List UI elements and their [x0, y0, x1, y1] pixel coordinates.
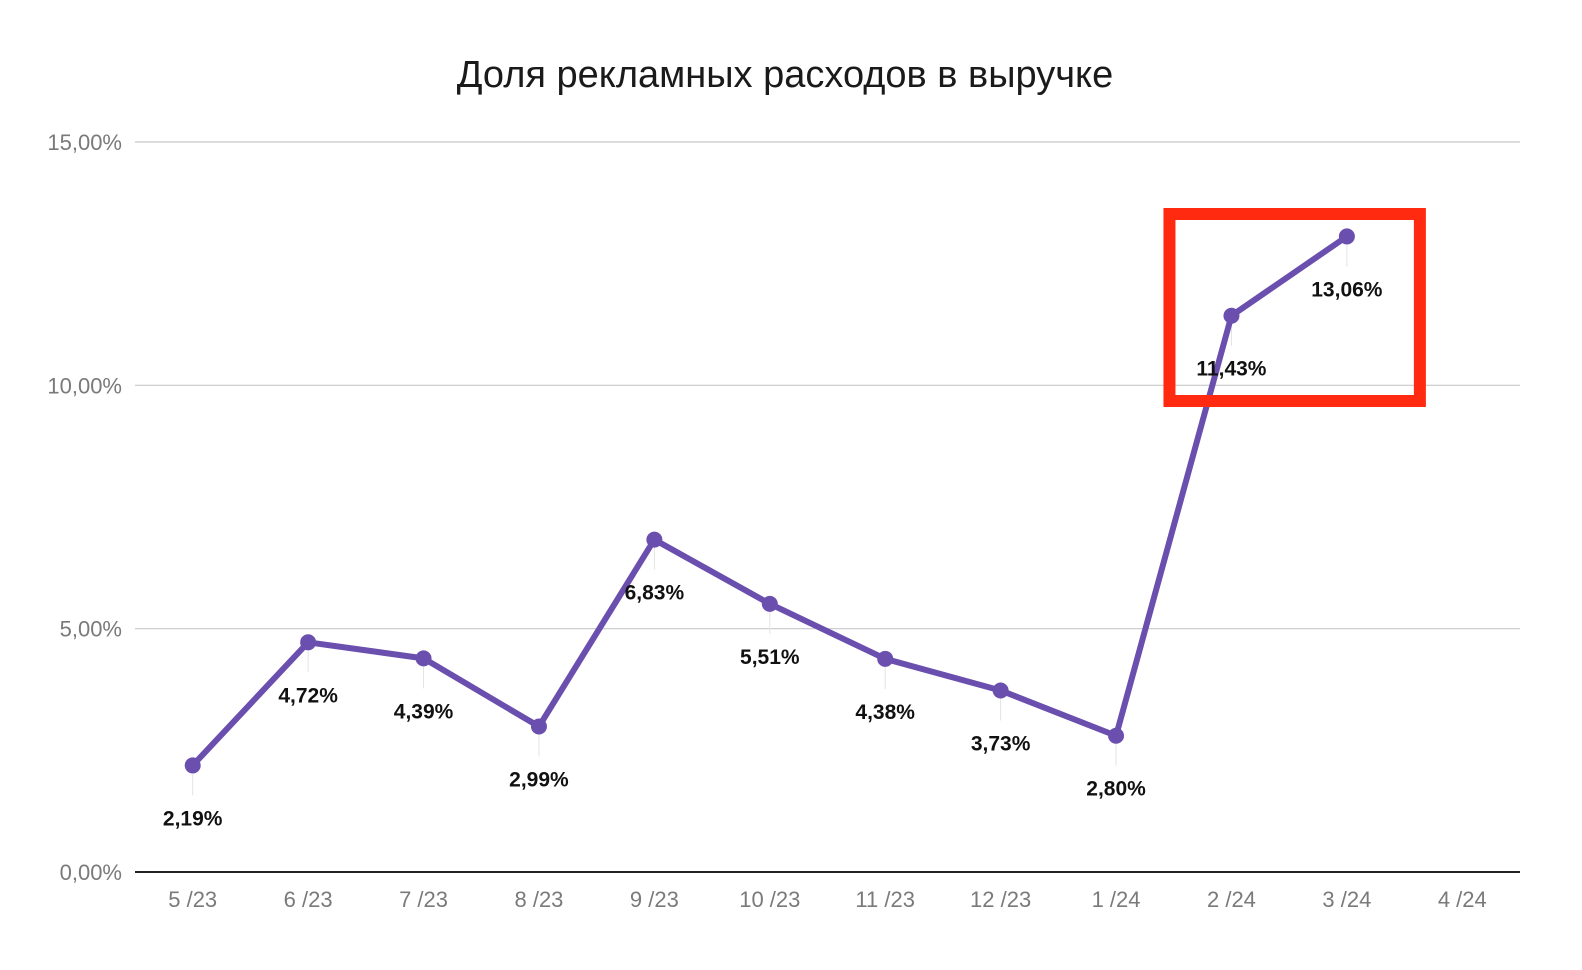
x-tick-label: 5 /23 [168, 887, 217, 912]
data-label: 2,19% [163, 807, 223, 830]
data-label: 4,38% [855, 701, 915, 724]
data-point [1223, 307, 1240, 324]
x-tick-label: 12 /23 [970, 887, 1031, 912]
y-tick-label: 0,00% [60, 860, 122, 885]
x-tick-label: 3 /24 [1322, 887, 1371, 912]
x-tick-label: 1 /24 [1092, 887, 1141, 912]
x-tick-label: 10 /23 [739, 887, 800, 912]
highlight-box-layer [1163, 208, 1426, 407]
data-point [530, 718, 547, 735]
data-label: 13,06% [1311, 278, 1383, 301]
data-label: 4,72% [278, 684, 338, 707]
gridlines [135, 141, 1520, 873]
data-label: 3,73% [971, 732, 1031, 755]
data-point [1338, 228, 1355, 245]
y-tick-label: 15,00% [47, 130, 122, 155]
y-tick-label: 5,00% [60, 617, 122, 642]
y-tick-label: 10,00% [47, 373, 122, 398]
data-point [877, 650, 894, 667]
data-point [184, 757, 201, 774]
data-label: 6,83% [625, 582, 685, 605]
data-label: 4,39% [394, 700, 454, 723]
x-tick-label: 4 /24 [1438, 887, 1487, 912]
data-label: 11,43% [1196, 358, 1266, 381]
chart-title: Доля рекламных расходов в выручке [457, 54, 1114, 96]
data-labels: 2,19% 4,72% 4,39% 2,99% 6,83% 5,51% 4,38% 3,73%… [163, 278, 1383, 830]
x-tick-label: 7 /23 [399, 887, 448, 912]
x-tick-label: 6 /23 [284, 887, 333, 912]
data-point [300, 634, 317, 651]
data-point [1108, 727, 1125, 744]
data-label: 5,51% [740, 646, 800, 669]
data-label: 2,80% [1086, 778, 1146, 801]
x-tick-label: 9 /23 [630, 887, 679, 912]
data-point [992, 682, 1009, 699]
data-point [646, 531, 663, 548]
x-axis-ticks: 5 /23 6 /23 7 /23 8 /23 9 /23 10 /23 11 /23 12 … [168, 887, 1487, 912]
x-tick-label: 11 /23 [855, 887, 915, 912]
y-axis-ticks: 0,00% 5,00% 10,00% 15,00% [47, 130, 122, 885]
data-point [761, 595, 778, 612]
data-label: 2,99% [509, 768, 569, 791]
x-tick-label: 2 /24 [1207, 887, 1256, 912]
x-tick-label: 8 /23 [514, 887, 563, 912]
data-point [415, 650, 432, 667]
series-line [184, 228, 1355, 796]
highlight-box [1163, 208, 1426, 407]
